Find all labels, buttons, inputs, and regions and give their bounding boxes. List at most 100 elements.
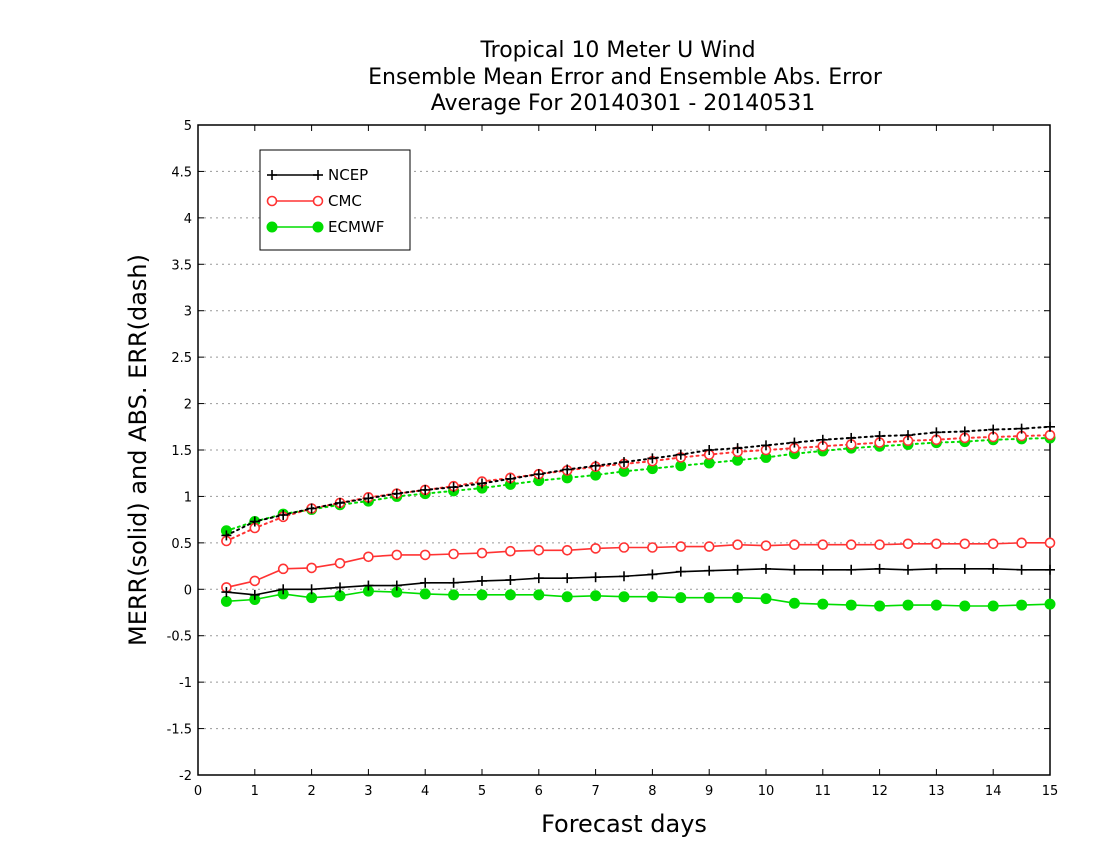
y-tick-label: 2 — [184, 398, 192, 413]
ecmwf-merr-point — [987, 600, 999, 612]
y-tick-label: 4.5 — [171, 165, 192, 180]
ecmwf-merr-point — [845, 599, 857, 611]
x-tick-label: 7 — [591, 784, 599, 799]
legend-label-ncep: NCEP — [328, 166, 368, 184]
y-tick-label: -1.5 — [167, 723, 192, 738]
ncep-abs-err-point — [533, 469, 544, 480]
ncep-merr-point — [1016, 564, 1027, 575]
ncep-abs-err-point — [221, 530, 232, 541]
cmc-merr-point — [533, 544, 545, 556]
legend-label-ecmwf: ECMWF — [328, 218, 384, 236]
legend-marker-ecmwf — [312, 221, 324, 233]
ncep-abs-err-point — [278, 510, 289, 520]
y-tick-label: -1 — [179, 676, 192, 691]
y-tick-label: 5 — [184, 119, 192, 134]
x-tick-label: 8 — [648, 784, 656, 799]
legend-marker-ncep — [267, 170, 277, 180]
cmc-merr-point — [618, 542, 630, 553]
ecmwf-merr-point — [646, 591, 658, 603]
legend-marker-ecmwf — [266, 221, 278, 233]
ecmwf-merr-point — [476, 589, 488, 601]
ncep-abs-err-point — [704, 445, 715, 455]
y-tick-label: 2.5 — [171, 351, 192, 366]
ecmwf-merr-point — [874, 600, 886, 612]
y-tick-label: -2 — [179, 769, 192, 784]
x-tick-label: 5 — [478, 784, 486, 799]
ncep-abs-err-point — [391, 488, 402, 499]
ecmwf-merr-point — [817, 598, 829, 610]
series-ncep — [221, 421, 1055, 600]
legend-item-ecmwf: ECMWF — [266, 218, 384, 236]
cmc-merr-point — [902, 538, 914, 550]
ncep-abs-err-point — [448, 482, 459, 493]
ncep-abs-err-point — [590, 460, 601, 471]
ecmwf-merr-point — [561, 591, 573, 603]
ecmwf-merr-point — [959, 600, 971, 612]
cmc-merr-point — [789, 539, 800, 551]
ncep-merr-point — [789, 564, 800, 575]
legend: NCEP CMC ECMWF — [259, 149, 411, 251]
ncep-abs-err-point — [931, 427, 942, 438]
cmc-merr-point — [590, 543, 601, 554]
cmc-merr-point — [845, 539, 857, 551]
cmc-merr-point — [505, 545, 516, 557]
ncep-merr-point — [249, 589, 260, 600]
cmc-merr-point — [363, 551, 374, 563]
chart-title-line-1: Tropical 10 Meter U Wind — [479, 38, 755, 63]
ncep-merr-point — [704, 565, 715, 576]
chart-title-line-3: Average For 20140301 - 20140531 — [431, 91, 816, 116]
y-tick-label: 4 — [184, 212, 192, 227]
ncep-merr-point — [732, 564, 743, 575]
ncep-merr-point — [1045, 564, 1055, 575]
series-group — [220, 421, 1056, 612]
ncep-merr-point — [562, 573, 573, 584]
ncep-abs-err-point — [903, 430, 913, 441]
ncep-merr-point — [278, 584, 289, 595]
ecmwf-merr-point — [675, 592, 687, 604]
gridlines — [198, 170, 1050, 730]
ecmwf-merr-line — [226, 590, 1051, 607]
ncep-merr-point — [391, 580, 402, 591]
ncep-merr-point — [647, 569, 658, 580]
ecmwf-merr-point — [220, 595, 232, 607]
cmc-merr-point — [419, 549, 431, 561]
cmc-merr-point — [732, 539, 743, 551]
ncep-merr-point — [959, 563, 970, 574]
legend-label-cmc: CMC — [328, 192, 362, 210]
ncep-merr-point — [931, 563, 942, 574]
ncep-abs-err-point — [335, 497, 345, 508]
axis-ticks: 54.543.532.521.510.50-0.5-1-1.5-20 1 2 3 4 5 6… — [167, 119, 1059, 799]
ncep-merr-point — [988, 563, 999, 574]
ncep-merr-point — [619, 571, 629, 582]
y-tick-label: 1.5 — [171, 444, 192, 459]
ecmwf-merr-point — [618, 591, 630, 603]
ncep-merr-point — [306, 584, 317, 595]
ncep-abs-err-point — [420, 484, 431, 495]
ncep-abs-err-point — [789, 437, 800, 448]
ncep-abs-err-point — [1045, 421, 1055, 432]
ncep-abs-err-point — [675, 449, 686, 460]
legend-item-ncep: NCEP — [267, 166, 368, 184]
ecmwf-merr-point — [504, 589, 516, 601]
ncep-abs-err-point — [647, 453, 658, 464]
chart-title-line-2: Ensemble Mean Error and Ensemble Abs. Er… — [368, 65, 883, 90]
ncep-abs-err-point — [619, 457, 629, 468]
ecmwf-merr-point — [1044, 598, 1056, 610]
cmc-merr-point — [931, 538, 942, 550]
ecmwf-abs-err-line — [225, 436, 1051, 532]
ecmwf-merr-point — [419, 588, 431, 600]
cmc-merr-point — [959, 538, 971, 550]
ncep-merr-line — [226, 568, 1050, 596]
cmc-merr-point — [249, 575, 261, 587]
ecmwf-merr-point — [533, 589, 545, 601]
cmc-merr-point — [277, 563, 289, 575]
cmc-merr-point — [703, 541, 715, 552]
ecmwf-merr-point — [930, 599, 942, 611]
ncep-abs-err-point — [363, 493, 374, 504]
cmc-merr-point — [817, 539, 829, 551]
ecmwf-merr-point — [448, 589, 460, 601]
cmc-abs-err-point — [1044, 429, 1056, 441]
ncep-merr-point — [363, 580, 374, 591]
cmc-merr-point — [760, 540, 772, 551]
